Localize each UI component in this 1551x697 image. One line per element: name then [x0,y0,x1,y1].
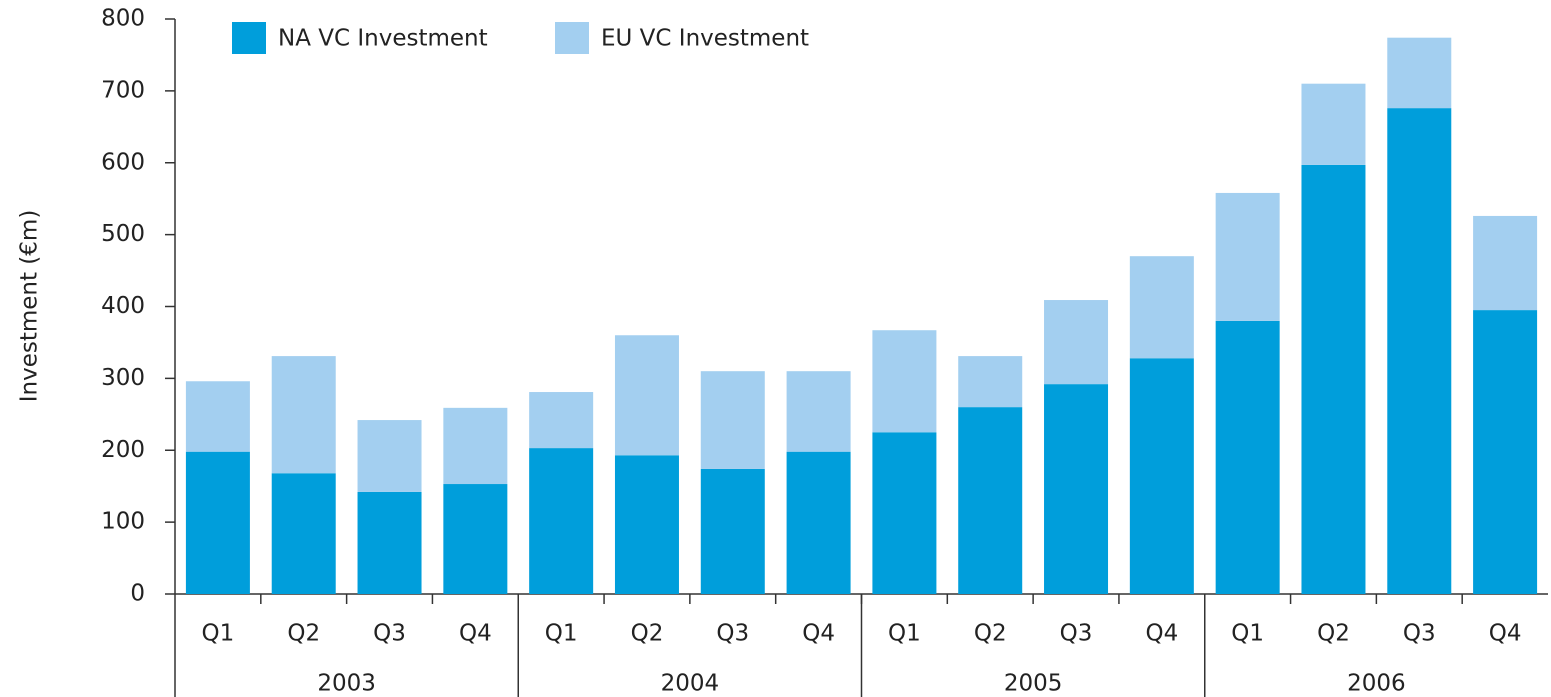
x-tick-label: Q3 [716,621,749,647]
bar-segment [529,448,594,594]
bar-segment [786,451,851,594]
legend-label: EU VC Investment [601,26,809,52]
legend-swatch [555,22,589,54]
legend-swatch [232,22,266,54]
y-tick-label: 500 [101,221,145,247]
bar-segment [614,455,679,594]
bar-segment [1215,320,1280,594]
bar-segment [1129,256,1194,359]
bar-segment [1215,192,1280,321]
bar-segment [185,381,250,452]
bar-segment [357,420,422,492]
bar-segment [958,356,1023,408]
bar-segment [1044,300,1109,385]
x-tick-label: Q3 [1060,621,1093,647]
bar-segment [614,335,679,456]
bar-segment [1387,108,1452,594]
bar-segment [872,330,937,433]
x-tick-label: Q3 [373,621,406,647]
bar-segment [700,468,765,594]
y-tick-label: 200 [101,437,145,463]
bar-segment [529,392,594,449]
x-tick-label: Q4 [1145,621,1178,647]
group-label: 2005 [1004,671,1063,697]
group-label: 2004 [661,671,720,697]
x-tick-label: Q3 [1403,621,1436,647]
x-tick-label: Q1 [545,621,578,647]
legend-label: NA VC Investment [278,26,488,52]
bar-segment [185,451,250,594]
y-axis-label: Investment (€m) [17,210,43,403]
x-tick-label: Q2 [974,621,1007,647]
x-tick-label: Q2 [1317,621,1350,647]
group-label: 2003 [317,671,376,697]
y-tick-label: 400 [101,293,145,319]
bar-segment [958,407,1023,594]
x-tick-label: Q4 [459,621,492,647]
bar-segment [357,491,422,594]
bar-segment [443,484,508,594]
x-tick-label: Q1 [888,621,921,647]
x-tick-label: Q1 [202,621,235,647]
bar-segment [1044,384,1109,594]
bar-segment [1473,215,1538,311]
bar-segment [1301,164,1366,594]
bar-segment [443,407,508,485]
bar-segment [786,371,851,452]
bar-segment [1129,358,1194,594]
y-tick-label: 300 [101,365,145,391]
x-tick-label: Q1 [1231,621,1264,647]
x-tick-label: Q2 [631,621,664,647]
bar-segment [1473,310,1538,594]
y-tick-label: 100 [101,509,145,535]
bar-segment [1301,83,1366,165]
group-label: 2006 [1347,671,1406,697]
x-tick-label: Q2 [287,621,320,647]
bar-segment [271,356,336,474]
bar-segment [1387,37,1452,109]
bar-segment [872,432,937,594]
x-tick-label: Q4 [802,621,835,647]
y-tick-label: 800 [101,6,145,32]
y-tick-label: 700 [101,77,145,103]
bar-segment [271,473,336,594]
bar-segment [700,371,765,469]
y-tick-label: 600 [101,149,145,175]
y-tick-label: 0 [130,581,145,607]
x-tick-label: Q4 [1489,621,1522,647]
